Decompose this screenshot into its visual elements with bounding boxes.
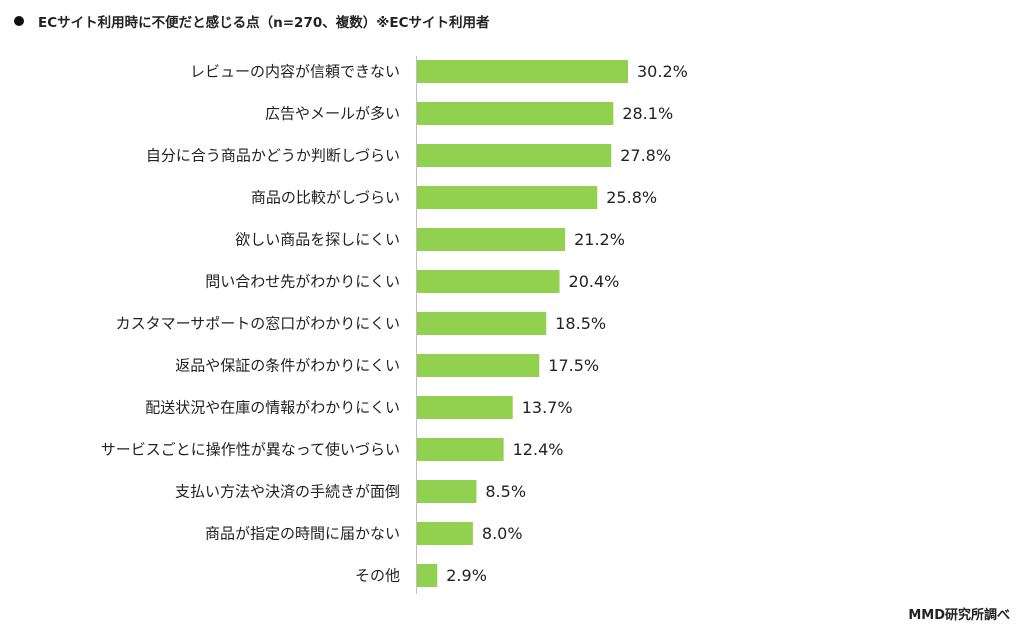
category-label: 返品や保証の条件がわかりにくい bbox=[175, 357, 400, 375]
bar bbox=[417, 60, 628, 83]
category-label: 商品の比較がしづらい bbox=[251, 189, 400, 207]
bar bbox=[417, 228, 566, 251]
category-label: その他 bbox=[355, 567, 400, 585]
source-note: MMD研究所調べ bbox=[908, 608, 1010, 623]
value-label: 8.5% bbox=[485, 482, 526, 501]
category-label: 問い合わせ先がわかりにくい bbox=[205, 273, 400, 291]
category-label-group: レビューの内容が信頼できない広告やメールが多い自分に合う商品かどうか判断しづらい… bbox=[101, 63, 400, 585]
value-label: 18.5% bbox=[555, 314, 606, 333]
category-label: カスタマーサポートの窓口がわかりにくい bbox=[116, 315, 400, 333]
value-label: 17.5% bbox=[548, 356, 599, 375]
bar-group bbox=[417, 60, 628, 587]
bar bbox=[417, 396, 513, 419]
category-label: 自分に合う商品かどうか判断しづらい bbox=[146, 147, 400, 165]
value-label: 25.8% bbox=[606, 188, 657, 207]
value-label: 2.9% bbox=[446, 566, 487, 585]
value-label: 12.4% bbox=[513, 440, 564, 459]
category-label: 商品が指定の時間に届かない bbox=[205, 525, 400, 543]
value-label: 13.7% bbox=[522, 398, 573, 417]
category-label: 支払い方法や決済の手続きが面倒 bbox=[175, 483, 400, 501]
value-label: 30.2% bbox=[637, 62, 688, 81]
value-label: 27.8% bbox=[620, 146, 671, 165]
category-label: レビューの内容が信頼できない bbox=[190, 63, 400, 81]
bar bbox=[417, 144, 612, 167]
bar bbox=[417, 270, 560, 293]
category-label: サービスごとに操作性が異なって使いづらい bbox=[101, 441, 400, 459]
chart-title: ECサイト利用時に不便だと感じる点（n=270、複数）※ECサイト利用者 bbox=[38, 15, 490, 31]
bar bbox=[417, 564, 438, 587]
value-label: 20.4% bbox=[569, 272, 620, 291]
category-label: 欲しい商品を探しにくい bbox=[235, 231, 400, 249]
bar bbox=[417, 438, 504, 461]
bar bbox=[417, 354, 540, 377]
bar bbox=[417, 312, 547, 335]
category-label: 配送状況や在庫の情報がわかりにくい bbox=[145, 399, 400, 417]
bullet-icon bbox=[14, 16, 24, 26]
value-label: 8.0% bbox=[482, 524, 523, 543]
bar bbox=[417, 102, 614, 125]
value-label: 28.1% bbox=[622, 104, 673, 123]
value-label-group: 30.2% 28.1% 27.8% 25.8% 21.2% 20.4% 18.5% 17.5%… bbox=[446, 62, 688, 585]
category-label: 広告やメールが多い bbox=[265, 105, 400, 123]
value-label: 21.2% bbox=[574, 230, 625, 249]
bar bbox=[417, 480, 477, 503]
bar bbox=[417, 186, 598, 209]
bar bbox=[417, 522, 473, 545]
chart-title-row: ECサイト利用時に不便だと感じる点（n=270、複数）※ECサイト利用者 bbox=[14, 10, 490, 32]
